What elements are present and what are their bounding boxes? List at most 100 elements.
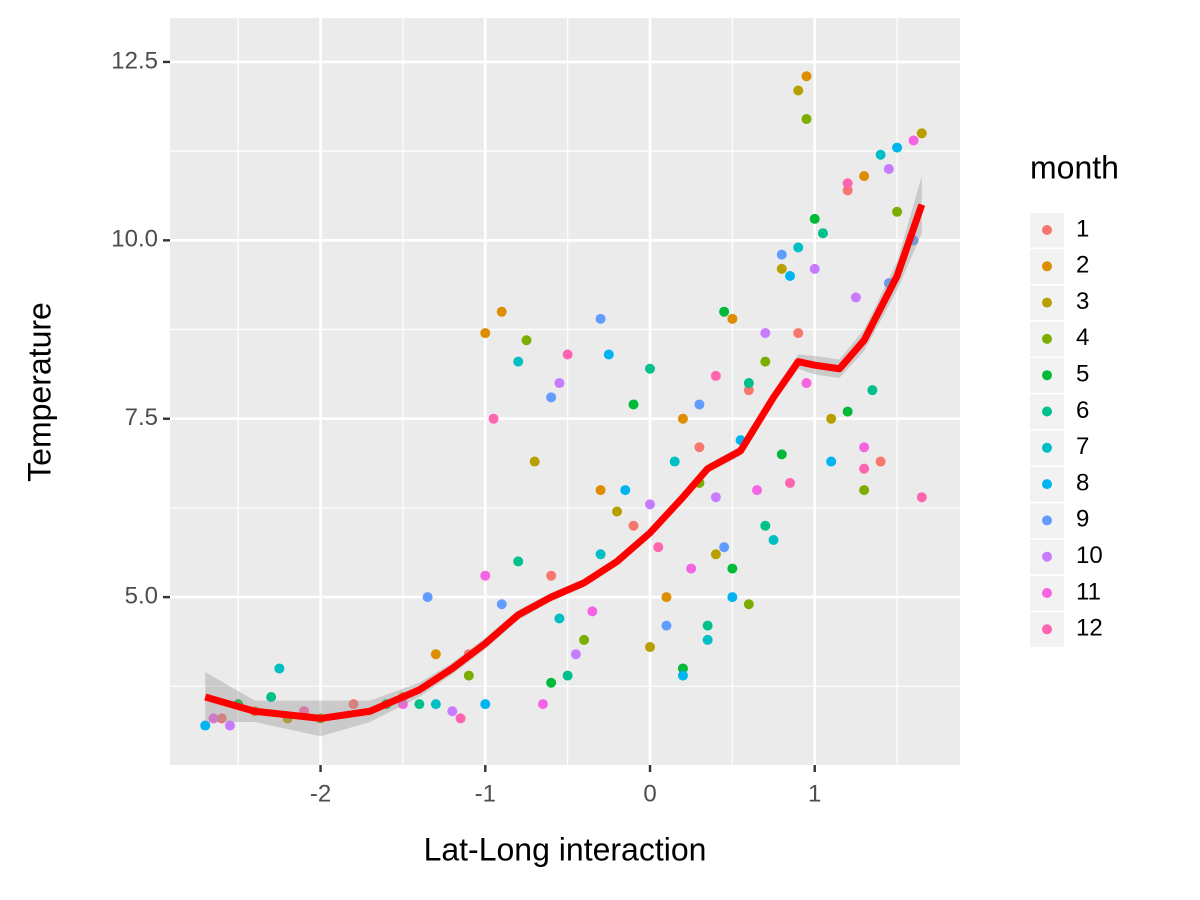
legend-label: 5	[1076, 361, 1089, 388]
point	[768, 535, 779, 546]
point	[859, 463, 870, 474]
legend-label: 2	[1076, 252, 1089, 279]
point	[801, 114, 812, 125]
point	[644, 499, 655, 510]
point	[859, 485, 870, 496]
legend-marker	[1042, 225, 1052, 235]
point	[727, 313, 738, 324]
point	[809, 213, 820, 224]
point	[850, 292, 861, 303]
point	[348, 699, 359, 710]
point	[546, 392, 557, 403]
point	[883, 163, 894, 174]
point	[653, 542, 664, 553]
point	[661, 620, 672, 631]
point	[842, 185, 853, 196]
point	[274, 663, 285, 674]
point	[826, 413, 837, 424]
x-tick-label: 1	[808, 780, 821, 807]
point	[793, 328, 804, 339]
point	[842, 406, 853, 417]
point	[760, 328, 771, 339]
point	[916, 492, 927, 503]
legend-marker	[1042, 297, 1052, 308]
legend-label: 12	[1076, 615, 1103, 642]
point	[776, 449, 787, 460]
smooth-line	[204, 203, 926, 722]
x-tick-label: -1	[475, 780, 496, 807]
point	[743, 385, 754, 396]
point	[702, 620, 713, 631]
point	[488, 413, 499, 424]
point	[414, 699, 425, 710]
point	[916, 128, 927, 139]
point	[455, 713, 466, 724]
point	[801, 71, 812, 82]
point	[908, 135, 919, 146]
point	[521, 335, 532, 346]
point	[463, 670, 474, 681]
point	[826, 456, 837, 467]
point	[480, 570, 491, 581]
legend-marker	[1042, 370, 1052, 381]
legend-marker	[1042, 588, 1052, 598]
point	[785, 271, 796, 282]
point	[628, 399, 639, 410]
point	[760, 520, 771, 531]
point	[496, 306, 507, 317]
point	[603, 349, 614, 360]
point	[513, 556, 524, 567]
point	[644, 363, 655, 374]
legend-marker	[1042, 406, 1052, 417]
point	[875, 456, 886, 467]
legend-marker	[1042, 515, 1052, 526]
legend-label: 1	[1076, 215, 1089, 242]
point	[686, 563, 697, 574]
panel	[170, 18, 960, 765]
y-tick-label: 10.0	[111, 226, 158, 253]
legend-label: 3	[1076, 288, 1089, 315]
point	[562, 670, 573, 681]
point	[702, 634, 713, 645]
legend-label: 7	[1076, 433, 1089, 460]
x-tick-label: 0	[643, 780, 656, 807]
point	[554, 378, 565, 389]
y-tick-label: 12.5	[111, 47, 158, 74]
point	[677, 670, 688, 681]
point	[430, 649, 441, 660]
point	[554, 613, 565, 624]
point	[537, 699, 548, 710]
point	[447, 706, 458, 717]
point	[710, 370, 721, 381]
point	[694, 399, 705, 410]
grid	[170, 18, 960, 765]
point	[677, 663, 688, 674]
y-tick-label: 5.0	[125, 582, 158, 609]
point	[785, 477, 796, 488]
point	[669, 456, 680, 467]
point	[677, 413, 688, 424]
point	[208, 713, 219, 724]
point	[809, 263, 820, 274]
point	[620, 485, 631, 496]
legend-label: 4	[1076, 324, 1089, 351]
x-tick-label: -2	[310, 780, 331, 807]
point	[200, 720, 211, 731]
point	[719, 306, 730, 317]
point	[224, 720, 235, 731]
point	[496, 599, 507, 610]
legend-marker	[1042, 261, 1052, 272]
point	[480, 328, 491, 339]
point	[842, 178, 853, 189]
point	[644, 642, 655, 653]
point	[546, 570, 557, 581]
point	[793, 85, 804, 96]
y-axis-title: Temperature	[21, 302, 57, 482]
point	[694, 442, 705, 453]
legend-label: 11	[1076, 578, 1101, 605]
point	[727, 592, 738, 603]
point	[628, 520, 639, 531]
legend-marker	[1042, 551, 1052, 562]
